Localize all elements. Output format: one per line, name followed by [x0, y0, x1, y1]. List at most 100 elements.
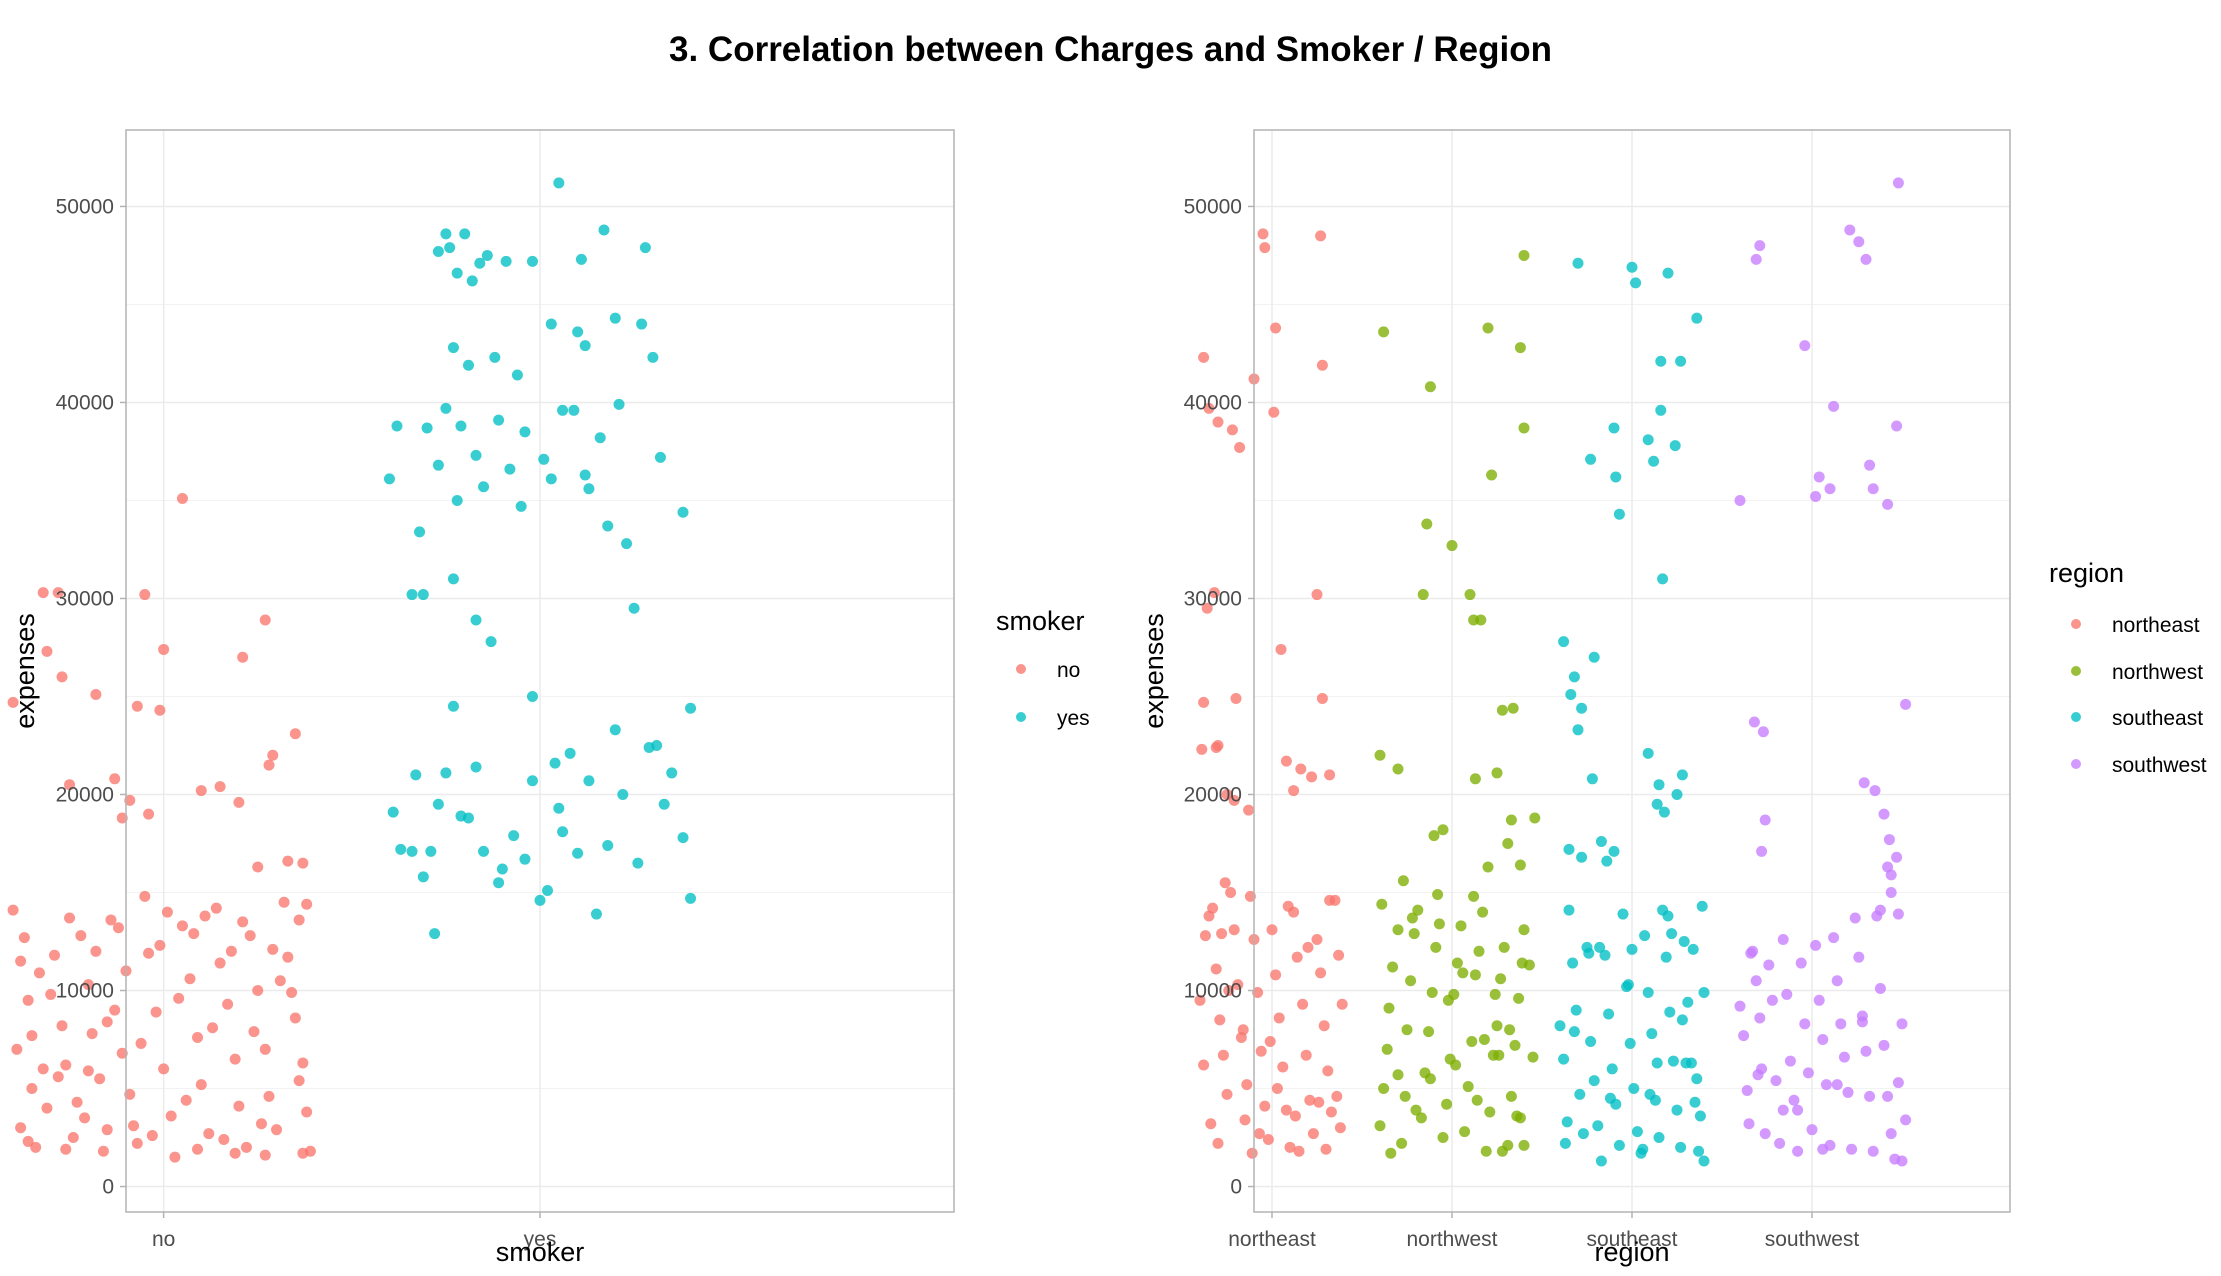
data-point-southeast — [1653, 779, 1665, 791]
data-point-southwest — [1734, 494, 1746, 506]
data-point-northeast — [1275, 643, 1287, 655]
data-point-yes — [542, 885, 554, 897]
data-point-no — [297, 1057, 309, 1069]
data-points — [7, 177, 697, 1163]
data-point-southwest — [1869, 785, 1881, 797]
data-point-southwest — [1792, 1145, 1804, 1157]
data-point-yes — [474, 257, 486, 269]
data-point-no — [86, 1028, 98, 1040]
data-point-yes — [508, 830, 520, 842]
data-point-yes — [666, 767, 678, 779]
data-point-no — [56, 671, 68, 683]
data-point-no — [97, 1145, 109, 1157]
y-tick-label: 0 — [1230, 1176, 1242, 1199]
y-tick-label: 30000 — [56, 587, 114, 610]
data-point-northwest — [1385, 1147, 1397, 1159]
data-point-northwest — [1491, 767, 1503, 779]
data-point-southwest — [1754, 240, 1766, 252]
data-point-northwest — [1514, 342, 1526, 354]
data-point-southwest — [1750, 975, 1762, 987]
data-point-yes — [429, 928, 441, 940]
data-point-northwest — [1484, 1106, 1496, 1118]
y-tick-label: 50000 — [1184, 195, 1242, 218]
data-point-northwest — [1423, 1026, 1435, 1038]
data-point-no — [143, 947, 155, 959]
data-point-no — [15, 1122, 27, 1134]
legend-key-no — [1016, 664, 1026, 674]
data-point-no — [188, 928, 200, 940]
data-point-southeast — [1585, 453, 1597, 465]
data-point-northeast — [1243, 804, 1255, 816]
data-point-northwest — [1392, 1069, 1404, 1081]
data-point-yes — [613, 398, 625, 410]
data-point-no — [214, 957, 226, 969]
data-point-northwest — [1491, 1020, 1503, 1032]
data-point-yes — [526, 255, 538, 267]
data-point-no — [71, 1096, 83, 1108]
data-point-northeast — [1336, 998, 1348, 1010]
data-point-southwest — [1813, 994, 1825, 1006]
data-point-southwest — [1828, 400, 1840, 412]
data-point-northwest — [1376, 898, 1388, 910]
data-point-no — [233, 796, 245, 808]
data-point-no — [210, 902, 222, 914]
data-point-southwest — [1738, 1030, 1750, 1042]
data-point-no — [26, 1030, 38, 1042]
data-point-yes — [470, 761, 482, 773]
data-point-southeast — [1631, 1126, 1643, 1138]
data-point-no — [176, 493, 188, 505]
data-point-no — [109, 773, 121, 785]
data-point-yes — [440, 228, 452, 240]
data-point-yes — [425, 845, 437, 857]
data-point-yes — [658, 798, 670, 810]
data-point-no — [192, 1143, 204, 1155]
data-point-southeast — [1694, 1110, 1706, 1122]
data-point-southeast — [1662, 267, 1674, 279]
data-point-southwest — [1882, 861, 1894, 873]
data-point-northwest — [1475, 614, 1487, 626]
data-point-northeast — [1212, 416, 1224, 428]
data-point-yes — [545, 473, 557, 485]
data-point-southeast — [1595, 836, 1607, 848]
data-point-yes — [579, 469, 591, 481]
data-point-no — [52, 587, 64, 599]
data-point-southwest — [1878, 1039, 1890, 1051]
data-point-no — [282, 951, 294, 963]
main-title: 3. Correlation between Charges and Smoke… — [669, 30, 1552, 69]
data-point-no — [199, 910, 211, 922]
data-point-northwest — [1406, 912, 1418, 924]
data-point-southwest — [1766, 994, 1778, 1006]
data-point-yes — [447, 342, 459, 354]
data-point-no — [237, 651, 249, 663]
data-point-northwest — [1498, 941, 1510, 953]
data-point-southwest — [1817, 1034, 1829, 1046]
data-point-no — [41, 645, 53, 657]
data-point-no — [180, 1094, 192, 1106]
data-point-southeast — [1561, 1116, 1573, 1128]
data-point-southeast — [1678, 936, 1690, 947]
data-point-southwest — [1849, 912, 1861, 924]
data-point-southeast — [1676, 769, 1688, 781]
data-point-northeast — [1291, 951, 1303, 963]
data-point-southeast — [1675, 1141, 1687, 1153]
data-point-no — [203, 1128, 215, 1140]
data-point-no — [131, 700, 143, 712]
data-point-northeast — [1288, 785, 1300, 797]
data-point-northwest — [1504, 1024, 1516, 1036]
data-point-southeast — [1671, 1104, 1683, 1116]
data-point-yes — [568, 404, 580, 416]
data-point-northwest — [1493, 1049, 1505, 1061]
data-point-southwest — [1892, 908, 1904, 920]
data-point-northeast — [1201, 602, 1213, 614]
data-point-southwest — [1817, 1143, 1829, 1155]
data-point-southeast — [1637, 1143, 1649, 1155]
data-point-southwest — [1891, 851, 1903, 863]
data-point-northwest — [1518, 422, 1530, 434]
data-point-northeast — [1307, 1128, 1319, 1140]
data-point-no — [109, 1004, 121, 1016]
data-point-southwest — [1824, 483, 1836, 495]
data-point-northeast — [1266, 924, 1278, 936]
data-point-southwest — [1883, 834, 1895, 846]
data-point-southwest — [1777, 1104, 1789, 1116]
